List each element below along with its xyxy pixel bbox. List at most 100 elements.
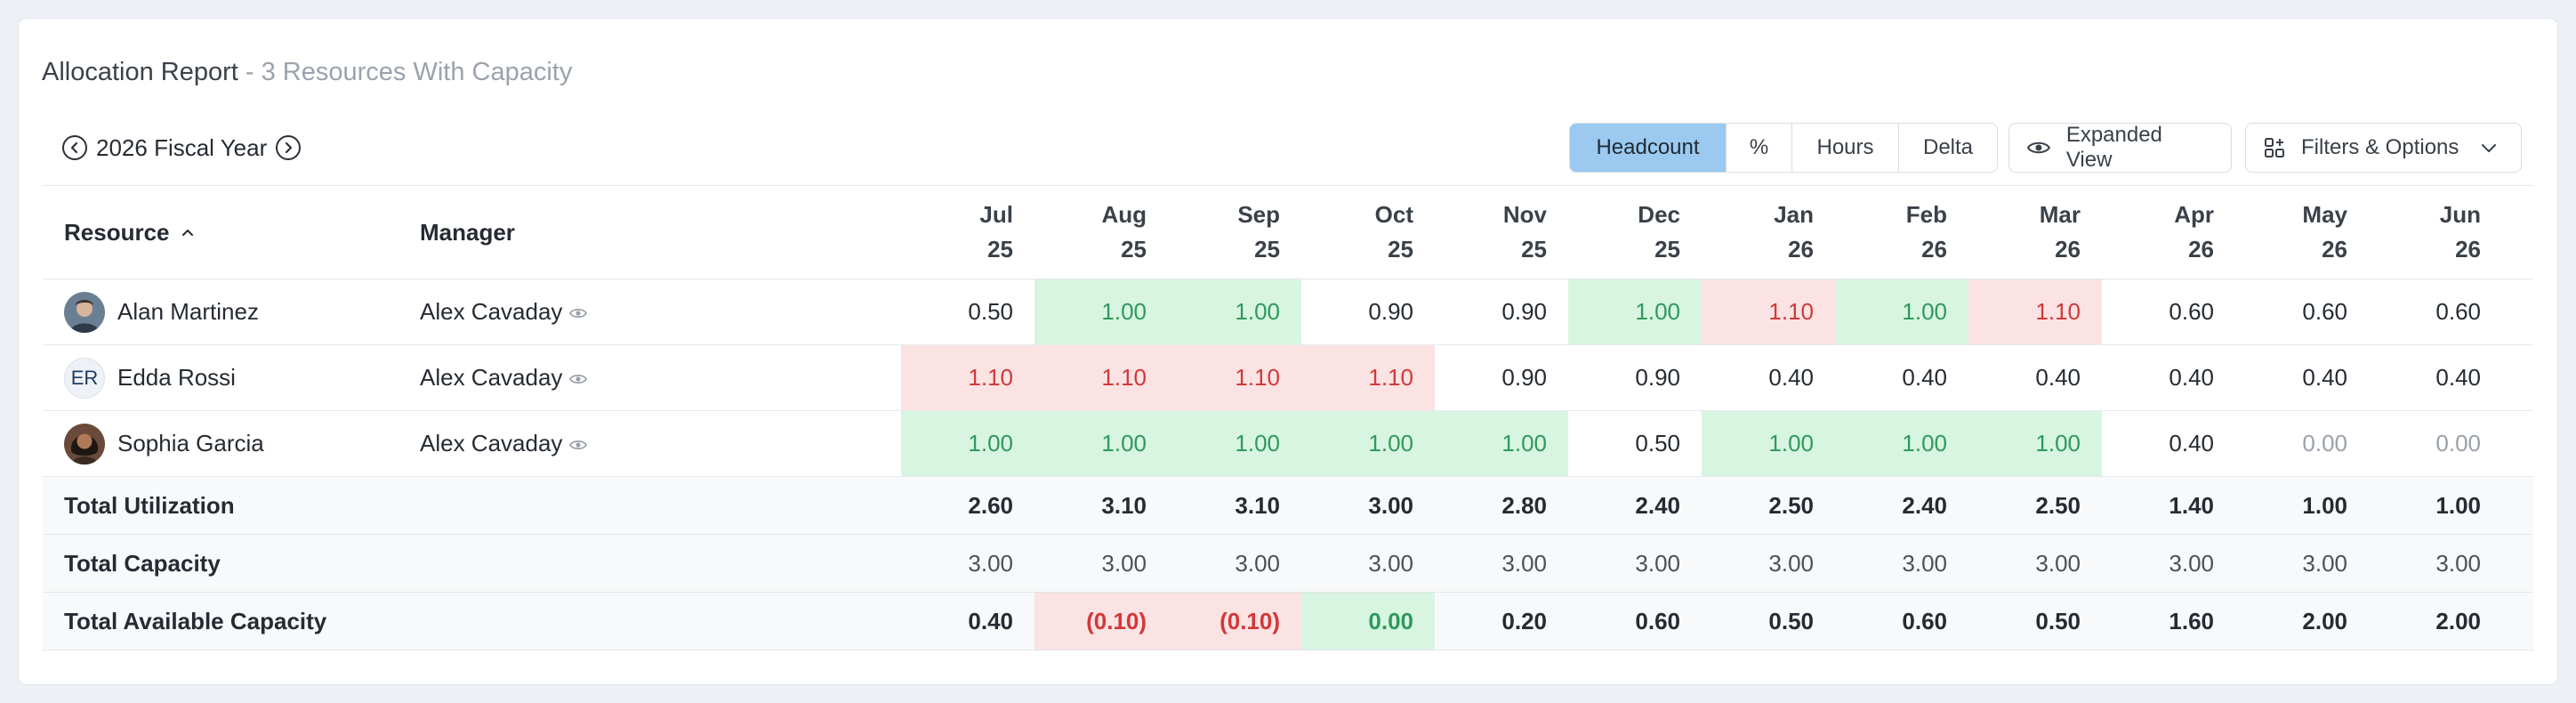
allocation-cell[interactable]: 0.90: [1501, 364, 1547, 391]
month-year: 25: [1388, 236, 1413, 263]
view-manager-button[interactable]: [569, 298, 588, 326]
allocation-cell[interactable]: 0.40: [2169, 430, 2214, 457]
allocation-cell[interactable]: 1.10: [1301, 345, 1435, 410]
totals-cell: 2.40: [1635, 491, 1680, 519]
allocation-cell[interactable]: 1.00: [901, 411, 1034, 476]
view-manager-button[interactable]: [569, 364, 588, 392]
eye-icon: [569, 374, 588, 384]
table-row[interactable]: ER Edda Rossi Alex Cavaday 1.10 1.10 1.10 1.10…: [43, 345, 2533, 411]
totals-cell: 0.60: [1902, 607, 1947, 634]
allocation-cell[interactable]: 1.00: [1435, 411, 1568, 476]
allocation-cell[interactable]: 0.40: [2435, 364, 2481, 391]
totals-cell: (0.10): [1168, 593, 1301, 650]
totals-cell: 2.00: [2302, 607, 2347, 634]
month-year: 26: [2455, 236, 2481, 263]
allocation-cell[interactable]: 1.10: [1168, 345, 1301, 410]
resource-column-header[interactable]: Resource: [64, 186, 195, 279]
allocation-cell[interactable]: 1.00: [1168, 411, 1301, 476]
totals-row: Total Available Capacity 0.40 (0.10) (0.10)…: [43, 593, 2533, 650]
table-header-row: Resource Manager Jul 25 Aug 25 Sep 25 Oct 25 Nov…: [43, 185, 2533, 279]
mode-delta-button[interactable]: Delta: [1922, 135, 1974, 159]
month-name: Feb: [1905, 201, 1947, 228]
allocation-cell[interactable]: 0.40: [1902, 364, 1947, 391]
month-name: Nov: [1502, 201, 1547, 228]
resource-cell[interactable]: Alan Martinez: [64, 279, 259, 344]
allocation-cell[interactable]: 0.60: [2169, 298, 2214, 325]
allocation-cell[interactable]: 1.00: [1702, 411, 1835, 476]
month-header-oct-25: Oct 25: [1301, 186, 1435, 279]
allocation-cell[interactable]: 1.00: [1968, 411, 2102, 476]
totals-cell: 3.00: [1501, 549, 1547, 577]
totals-label: Total Utilization: [64, 491, 235, 519]
allocation-cell[interactable]: 1.10: [1968, 279, 2102, 344]
resource-cell[interactable]: Sophia Garcia: [64, 411, 264, 476]
allocation-cell[interactable]: 1.10: [901, 345, 1034, 410]
expanded-view-button[interactable]: Expanded View: [2008, 123, 2232, 173]
month-year: 26: [2055, 236, 2081, 263]
totals-cell: 1.40: [2169, 491, 2214, 519]
allocation-cell[interactable]: 1.10: [1702, 279, 1835, 344]
month-header-aug-25: Aug 25: [1034, 186, 1168, 279]
filters-options-button[interactable]: Filters & Options: [2245, 123, 2522, 173]
allocation-cell[interactable]: 0.90: [1635, 364, 1680, 391]
mode-hours-button[interactable]: Hours: [1792, 124, 1899, 172]
resource-name: Sophia Garcia: [117, 430, 264, 457]
totals-cell: 3.00: [1368, 491, 1413, 519]
allocation-cell[interactable]: 0.40: [2302, 364, 2347, 391]
mode-percent-button[interactable]: %: [1727, 124, 1792, 172]
allocation-cell[interactable]: 0.40: [2169, 364, 2214, 391]
mode-toggle-group: Headcount % Hours Delta: [1569, 123, 1998, 173]
view-manager-button[interactable]: [569, 430, 588, 457]
manager-column-header[interactable]: Manager: [420, 186, 515, 279]
totals-cell: 2.80: [1501, 491, 1547, 519]
manager-cell: Alex Cavaday: [420, 411, 588, 476]
totals-row: Total Utilization 2.60 3.10 3.10 3.00 2.80 2.4…: [43, 477, 2533, 535]
expanded-view-label: Expanded View: [2065, 123, 2162, 172]
month-year: 25: [1121, 236, 1147, 263]
previous-year-button[interactable]: [62, 135, 87, 160]
report-title-text: Allocation Report: [42, 58, 238, 86]
table-row[interactable]: Sophia Garcia Alex Cavaday 1.00 1.00 1.00 1.0…: [43, 411, 2533, 477]
mode-headcount-button[interactable]: Headcount: [1570, 124, 1727, 172]
totals-label: Total Capacity: [64, 549, 221, 577]
table-row[interactable]: Alan Martinez Alex Cavaday 0.50 1.00 1.00 0.9…: [43, 279, 2533, 345]
month-year: 26: [1921, 236, 1947, 263]
allocation-cell[interactable]: 0.50: [968, 298, 1013, 325]
allocation-cell[interactable]: 0.60: [2435, 298, 2481, 325]
allocation-cell[interactable]: 1.00: [1835, 279, 1968, 344]
next-year-button[interactable]: [276, 135, 302, 160]
month-header-nov-25: Nov 25: [1435, 186, 1568, 279]
allocation-cell[interactable]: 1.00: [1034, 411, 1168, 476]
totals-cell: 3.10: [1101, 491, 1147, 519]
month-header-feb-26: Feb 26: [1835, 186, 1968, 279]
totals-cell: 3.00: [2435, 549, 2481, 577]
totals-cell: 1.00: [2302, 491, 2347, 519]
allocation-cell[interactable]: 0.40: [2035, 364, 2081, 391]
allocation-cell[interactable]: 0.60: [2302, 298, 2347, 325]
page-title: Allocation Report - 3 Resources With Cap…: [42, 58, 572, 87]
totals-cell: 2.50: [2035, 491, 2081, 519]
allocation-cell[interactable]: 1.00: [1301, 411, 1435, 476]
chevron-right-icon: [286, 141, 293, 154]
month-header-jan-26: Jan 26: [1702, 186, 1835, 279]
allocation-cell[interactable]: 0.40: [1768, 364, 1814, 391]
avatar: [64, 423, 105, 465]
month-year: 25: [1254, 236, 1280, 263]
allocation-cell[interactable]: 0.00: [2435, 430, 2481, 457]
allocation-cell[interactable]: 1.00: [1568, 279, 1702, 344]
allocation-cell[interactable]: 1.00: [1168, 279, 1301, 344]
allocation-cell[interactable]: 1.00: [1034, 279, 1168, 344]
totals-cell: 3.00: [1368, 549, 1413, 577]
allocation-cell[interactable]: 1.00: [1835, 411, 1968, 476]
allocation-cell[interactable]: 0.00: [2302, 430, 2347, 457]
allocation-cell[interactable]: 0.50: [1635, 430, 1680, 457]
allocation-cell[interactable]: 0.90: [1501, 298, 1547, 325]
month-name: Jul: [979, 201, 1013, 228]
totals-cell: 3.00: [1902, 549, 1947, 577]
resource-cell[interactable]: ER Edda Rossi: [64, 345, 236, 410]
totals-cell: 0.20: [1501, 607, 1547, 634]
allocation-cell[interactable]: 1.10: [1034, 345, 1168, 410]
allocation-cell[interactable]: 0.90: [1368, 298, 1413, 325]
totals-cell: 3.00: [968, 549, 1013, 577]
totals-label: Total Available Capacity: [64, 607, 327, 634]
